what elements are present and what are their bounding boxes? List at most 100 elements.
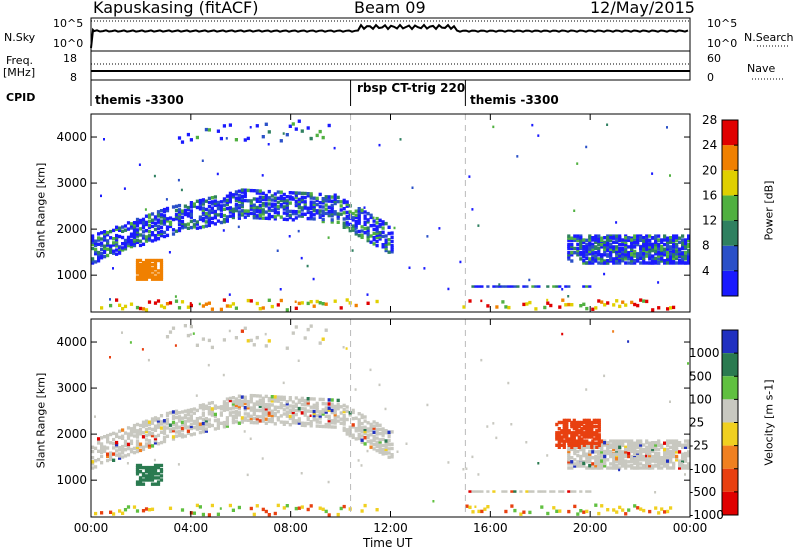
echo-cell [162, 234, 167, 239]
echo-cell [273, 511, 277, 516]
echo-cell [234, 397, 238, 401]
echo-cell [273, 215, 277, 219]
echo-cell [594, 259, 598, 263]
echo-cell [492, 125, 495, 129]
echo-cell [100, 243, 104, 247]
echo-cell [591, 466, 595, 470]
echo-cell [354, 224, 358, 228]
echo-cell [357, 428, 361, 432]
echo-cell [576, 238, 580, 242]
echo-cell [279, 139, 283, 143]
echo-cell [309, 196, 313, 200]
echo-cell [162, 429, 167, 433]
echo-cell [390, 453, 394, 457]
echo-cell [609, 256, 613, 261]
echo-cell [657, 242, 661, 247]
echo-cell [375, 227, 378, 231]
echo-cell [141, 472, 146, 476]
echo-cell [183, 415, 187, 420]
echo-cell [267, 417, 271, 422]
echo-cell [97, 242, 101, 246]
echo-cell [183, 409, 187, 413]
echo-cell [255, 419, 259, 423]
echo-cell [354, 221, 358, 226]
echo-cell [168, 216, 173, 220]
echo-cell [255, 124, 259, 128]
echo-cell [309, 397, 313, 401]
echo-cell [327, 209, 331, 214]
echo-cell [112, 249, 116, 253]
echo-cell [213, 412, 217, 417]
echo-cell [381, 234, 385, 239]
echo-cell [612, 443, 616, 447]
echo-cell [372, 227, 376, 232]
echo-cell [315, 409, 319, 414]
echo-cell [678, 249, 682, 254]
echo-cell [366, 293, 369, 296]
echo-cell [675, 450, 679, 454]
echo-cell [339, 208, 343, 212]
colorbar-tick-label: 24 [702, 138, 717, 152]
echo-cell [183, 424, 187, 428]
echo-cell [156, 463, 161, 468]
echo-cell [577, 445, 581, 449]
echo-cell [336, 195, 340, 200]
echo-cell [651, 464, 655, 468]
echo-cell [333, 146, 336, 150]
echo-cell [327, 211, 331, 216]
nsky-frame [90, 17, 691, 52]
echo-cell [177, 419, 182, 423]
echo-cell [366, 427, 370, 431]
echo-cell [231, 195, 235, 199]
echo-cell [492, 490, 496, 493]
echo-cell [597, 433, 601, 437]
echo-cell [252, 410, 256, 414]
echo-cell [663, 457, 667, 461]
echo-cell [336, 404, 340, 409]
echo-cell [594, 461, 598, 466]
echo-cell [612, 261, 616, 265]
echo-cell [537, 462, 540, 465]
echo-cell [648, 459, 652, 463]
echo-cell [630, 245, 634, 249]
echo-cell [100, 448, 104, 452]
echo-cell [672, 236, 676, 240]
echo-cell [612, 439, 616, 443]
echo-cell [165, 418, 170, 422]
echo-cell [570, 251, 574, 255]
echo-cell [562, 427, 566, 431]
echo-cell [246, 473, 249, 477]
echo-cell [565, 433, 569, 437]
echo-cell [468, 175, 471, 178]
echo-cell [132, 430, 137, 434]
echo-cell [186, 425, 190, 429]
echo-cell [144, 222, 149, 227]
echo-cell [588, 236, 592, 240]
echo-cell [312, 196, 316, 200]
echo-cell [363, 431, 367, 436]
echo-cell [687, 464, 691, 468]
echo-cell [387, 242, 391, 246]
echo-cell [480, 299, 483, 303]
echo-cell [636, 445, 640, 449]
echo-cell [627, 245, 631, 249]
echo-cell [609, 236, 613, 240]
echo-cell [132, 233, 137, 237]
echo-cell [195, 394, 198, 397]
echo-cell [657, 466, 661, 470]
echo-cell [141, 234, 146, 238]
echo-cell [657, 447, 661, 452]
echo-cell [645, 452, 649, 456]
echo-cell [600, 441, 604, 445]
echo-cell [174, 424, 179, 428]
echo-cell [264, 394, 268, 399]
echo-cell [567, 431, 571, 435]
echo-cell [231, 207, 235, 211]
echo-cell [258, 415, 262, 419]
echo-cell [103, 248, 107, 252]
echo-cell [633, 261, 637, 265]
echo-cell [384, 242, 388, 246]
echo-cell [109, 453, 113, 457]
echo-cell [303, 421, 307, 426]
echo-cell [348, 228, 352, 233]
